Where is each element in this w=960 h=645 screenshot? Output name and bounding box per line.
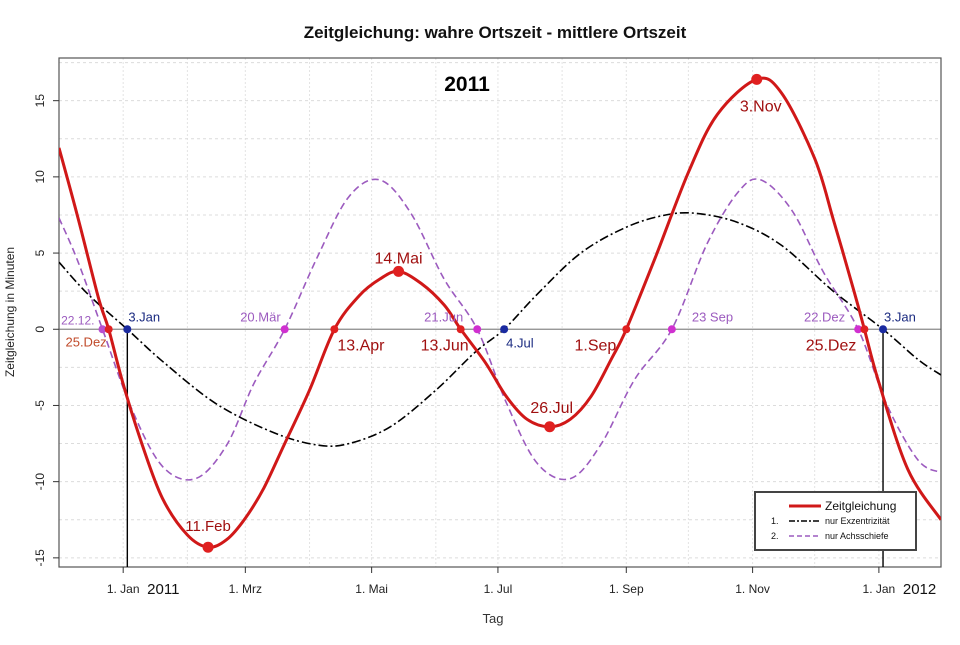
- event-marker: [544, 421, 556, 433]
- series-line-zeitgleichung: [59, 76, 941, 549]
- y-axis: 15 10 5 0 -5 -10 -15: [33, 94, 59, 567]
- legend-box: [754, 491, 917, 551]
- legend-number: 2.: [771, 531, 779, 541]
- event-label: 25.Dez: [65, 334, 106, 349]
- x-axis: 1. Jan 1. Mrz 1. Mai 1. Jul 1. Sep 1. Nov 1. J…: [107, 567, 936, 598]
- event-label: 11.Feb: [185, 518, 231, 535]
- event-marker: [456, 325, 465, 334]
- event-label: 14.Mai: [375, 250, 423, 267]
- x-year-label: 2011: [147, 581, 179, 598]
- event-label: 3.Jan: [128, 309, 160, 324]
- x-tick-label: 1. Sep: [609, 582, 644, 596]
- event-marker: [500, 325, 509, 334]
- event-marker: [622, 325, 631, 334]
- event-marker: [330, 325, 339, 334]
- event-label: 4.Jul: [506, 335, 534, 350]
- event-marker: [280, 325, 289, 334]
- event-markers: [98, 73, 888, 553]
- plot-frame: [58, 57, 942, 568]
- event-marker: [473, 325, 482, 334]
- event-label: 23 Sep: [692, 309, 733, 324]
- event-label: 26.Jul: [530, 400, 573, 417]
- event-label: 22.12.: [61, 313, 94, 327]
- y-tick-label: -10: [33, 473, 47, 491]
- event-label: 13.Jun: [421, 337, 469, 354]
- event-label: 25.Dez: [806, 337, 857, 354]
- y-axis-label: Zeitgleichung in Minuten: [3, 247, 17, 377]
- event-marker: [860, 325, 869, 334]
- x-tick-label: 1. Nov: [735, 582, 770, 596]
- event-label: 3.Jan: [884, 309, 916, 324]
- event-labels: 22.12. 25.Dez 3.Jan 11.Feb 20.Mär 13.Apr 14.Ma…: [61, 98, 916, 535]
- event-marker: [751, 73, 763, 85]
- event-label: 22.Dez: [804, 309, 845, 324]
- x-tick-label: 1. Jan: [107, 582, 140, 596]
- year-label: 2011: [444, 73, 490, 96]
- event-marker: [98, 325, 107, 334]
- legend-label: nur Exzentrizität: [825, 516, 890, 526]
- y-tick-label: -5: [33, 400, 47, 411]
- series-line-achsschiefe: [59, 178, 941, 481]
- event-marker: [104, 325, 113, 334]
- x-tick-label: 1. Mrz: [229, 582, 262, 596]
- event-label: 21.Jun: [424, 309, 463, 324]
- event-marker: [854, 325, 863, 334]
- x-tick-label: 1. Mai: [355, 582, 388, 596]
- event-label: 13.Apr: [337, 337, 385, 354]
- x-axis-label: Tag: [483, 611, 504, 626]
- chart-title: Zeitgleichung: wahre Ortszeit - mittlere…: [304, 23, 687, 42]
- event-marker: [879, 325, 888, 334]
- y-tick-label: -15: [33, 549, 47, 567]
- legend-label: nur Achsschiefe: [825, 531, 889, 541]
- x-tick-label: 1. Jul: [484, 582, 513, 596]
- y-tick-label: 15: [33, 94, 47, 108]
- legend: Zeitgleichung 1. nur Exzentrizität 2. nur Ac…: [754, 491, 917, 551]
- legend-label: Zeitgleichung: [825, 499, 896, 513]
- event-marker: [202, 541, 214, 553]
- event-marker: [123, 325, 132, 334]
- event-label: 1.Sep: [574, 337, 616, 354]
- event-marker: [393, 265, 405, 277]
- y-tick-label: 10: [33, 170, 47, 184]
- x-tick-label: 1. Jan: [863, 582, 896, 596]
- event-marker: [667, 325, 676, 334]
- event-label: 20.Mär: [240, 309, 281, 324]
- y-tick-label: 0: [33, 326, 47, 333]
- event-label: 3.Nov: [740, 98, 782, 115]
- legend-number: 1.: [771, 516, 779, 526]
- x-year-label: 2012: [903, 581, 936, 598]
- y-tick-label: 5: [33, 249, 47, 256]
